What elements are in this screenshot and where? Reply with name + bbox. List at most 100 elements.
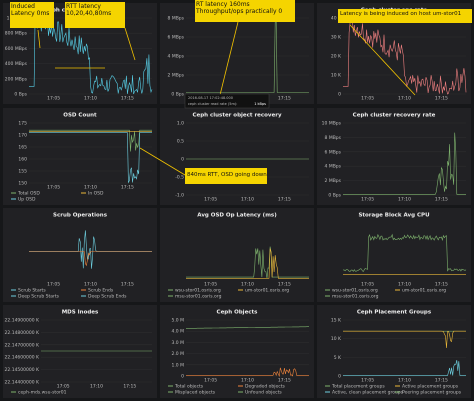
y-tick-label: 0: [181, 157, 184, 163]
annotation: Induced Latency 0ms: [11, 3, 50, 17]
legend-label: Total OSD: [17, 191, 40, 197]
panel: Avg OSD Op Latency (ms) 17:05 17:10 17:15 ws…: [160, 208, 314, 302]
y-tick-label: 0 Bps: [328, 193, 341, 199]
legend-swatch: [325, 385, 330, 387]
tooltip: [184, 93, 270, 109]
annotation-box: [10, 2, 54, 28]
annotation: 840ms RTT, OSD going down: [187, 172, 267, 178]
legend-swatch: [168, 295, 173, 297]
x-tick-label: 17:15: [278, 282, 291, 288]
y-tick-label: 2 MBps: [168, 73, 185, 79]
legend-swatch: [238, 289, 243, 291]
panel-bg: [3, 108, 157, 205]
y-tick-label: 6 MBps: [325, 149, 342, 155]
y-tick-label: 2.0 M: [172, 351, 185, 357]
y-tick-label: 22.14800000 K: [5, 330, 40, 336]
legend-label: Degraded objects: [245, 384, 285, 390]
annotation: Latency is being induced on host um-stor…: [340, 11, 462, 17]
panel: Scrub Operations 17:05 17:10 17:15 Scrub Sta…: [3, 208, 157, 302]
x-tick-label: 17:10: [241, 282, 254, 288]
panel: MDS Inodes 22.14900000 K 22.14800000 K 22.1…: [3, 305, 157, 398]
x-tick-label: 17:10: [84, 282, 97, 288]
series-line: [186, 246, 309, 279]
x-tick-label: 17:10: [398, 378, 411, 384]
y-tick-label: 0 Bps: [171, 92, 184, 98]
y-tick-label: 1.0 M: [172, 362, 185, 368]
y-tick-label: -0.5: [175, 175, 184, 181]
legend-swatch: [395, 289, 400, 291]
y-tick-label: 8 MBps: [325, 135, 342, 141]
panel-bg: [160, 208, 314, 302]
x-tick-label: 17:10: [241, 197, 254, 203]
legend-label: wsu-stor01.osris.org: [332, 288, 378, 294]
y-tick-label: 200 MBps: [5, 76, 28, 82]
y-tick-label: 400 MBps: [5, 61, 28, 67]
x-tick-label: 17:05: [47, 282, 60, 288]
y-tick-label: 165: [18, 145, 27, 151]
panel-title: Ceph cluster object recovery: [192, 113, 281, 119]
y-tick-label: 0 Bps: [14, 92, 27, 98]
x-tick-label: 17:15: [278, 96, 291, 102]
arrow: [219, 21, 239, 96]
y-tick-label: 6 MBps: [168, 35, 185, 41]
x-tick-label: 17:05: [47, 96, 60, 102]
legend-swatch: [325, 391, 330, 393]
series-line: [186, 21, 309, 93]
y-tick-label: 155: [18, 169, 27, 175]
panel-bg: [3, 208, 157, 302]
panel: Ceph cluster object recovery 1.0 0.5 0 -0.5 -…: [160, 108, 314, 205]
panel-bg: [317, 208, 471, 302]
x-tick-label: 17:05: [361, 197, 374, 203]
x-tick-label: 17:15: [278, 197, 291, 203]
legend-swatch: [325, 289, 330, 291]
annotation-box: [65, 2, 125, 28]
series-line: [343, 330, 466, 349]
tooltip-value: 1 kBps: [254, 102, 266, 106]
y-tick-label: 10 K: [331, 336, 342, 342]
series-line: [186, 248, 309, 279]
panel-title: MDS Inodes: [62, 310, 99, 316]
x-tick-label: 17:10: [84, 185, 97, 191]
y-tick-label: 3.0 M: [172, 340, 185, 346]
legend-swatch: [395, 385, 400, 387]
arrow: [139, 147, 186, 176]
legend-label: In OSD: [88, 191, 104, 197]
y-tick-label: 20 K: [331, 54, 342, 60]
x-tick-label: 17:05: [361, 378, 374, 384]
annotation-box: [185, 168, 267, 184]
legend-label: um-stor01.osris.org: [402, 288, 446, 294]
x-tick-label: 17:15: [121, 96, 134, 102]
panel-bg: [160, 108, 314, 205]
y-tick-label: 22.14900000 K: [5, 318, 40, 324]
panel-bg: [3, 305, 157, 398]
y-tick-label: 175: [18, 121, 27, 127]
series-line: [186, 367, 309, 378]
annotation: RTT latency 10,20,40,80ms: [66, 3, 112, 17]
panel: Ceph Objects 5.0 M 4.0 M 3.0 M 2.0 M 1.0 M 0 17…: [160, 305, 314, 398]
y-tick-label: 10 MBps: [322, 121, 342, 127]
series-line: [343, 360, 466, 376]
series-line: [29, 132, 152, 184]
panel-title: Storage Block Avg CPU: [358, 213, 429, 219]
arrow: [349, 24, 416, 96]
annotation: RT latency 160ms Throughput/ops practica…: [196, 1, 283, 15]
y-tick-label: 40 K: [331, 16, 342, 22]
legend-swatch: [11, 289, 16, 291]
panel-title: Scrub Operations: [53, 213, 108, 219]
legend-swatch: [238, 391, 243, 393]
y-tick-label: 150: [18, 181, 27, 187]
legend-label: Total placement groups: [331, 384, 385, 390]
y-tick-label: 15 K: [331, 318, 342, 324]
legend-label: Peering placement groups: [402, 390, 462, 396]
series-line: [343, 132, 466, 195]
legend-swatch: [81, 192, 86, 194]
legend-swatch: [11, 295, 16, 297]
legend-label: Active, clean placement groups: [332, 390, 404, 396]
x-tick-label: 17:05: [361, 282, 374, 288]
panel-title: OSD Count: [63, 113, 97, 119]
panel: Storage Block Avg CPU 17:05 17:10 17:15 wsu-…: [317, 208, 471, 302]
x-tick-label: 17:05: [204, 197, 217, 203]
series-line: [186, 326, 309, 329]
annotation-box: [338, 9, 472, 23]
